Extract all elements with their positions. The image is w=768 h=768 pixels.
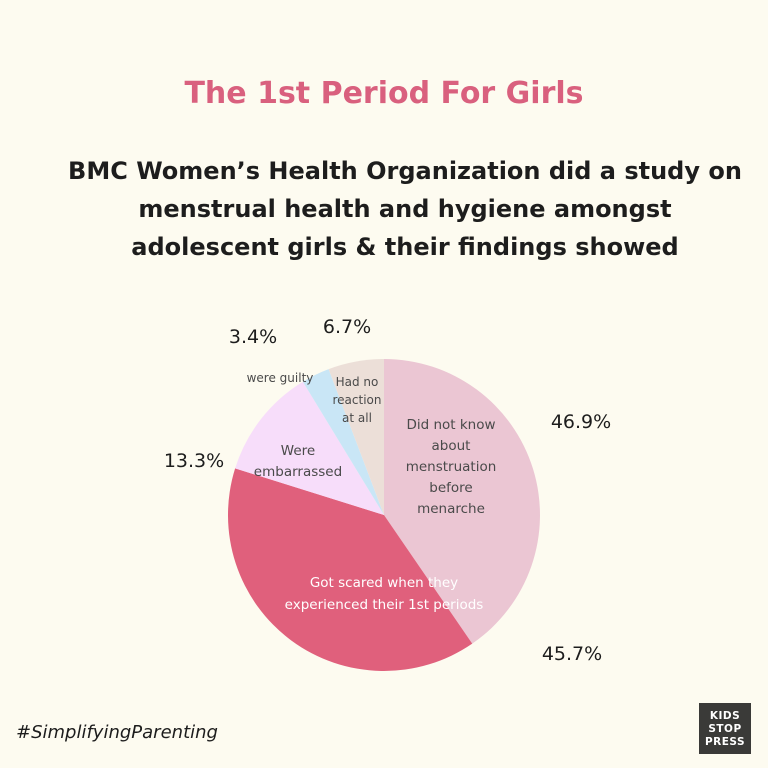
slice-label-line: Had no [336,375,379,389]
percent-label-0: 46.9% [551,411,611,433]
pie-slice-4 [328,359,384,515]
page-title: The 1st Period For Girls [184,76,584,111]
hashtag: #SimplifyingParenting [16,722,218,743]
pie-slice-2 [235,381,384,515]
slice-label-line: reaction [333,393,382,407]
pie-slice-3 [302,369,384,515]
slice-label-line: embarrassed [254,464,342,480]
subtitle: BMC Women’s Health Organization did a st… [40,152,768,266]
subtitle-line: BMC Women’s Health Organization did a st… [68,157,742,185]
slice-label-line: menstruation [406,459,497,475]
slice-label-line: Did not know [406,417,495,433]
percent-label-3: 3.4% [229,326,277,348]
slice-label-line: were guilty [247,371,314,385]
logo-line: KIDS [709,710,741,722]
slice-label-line: menarche [417,501,485,517]
slice-label-line: before [429,480,472,496]
slice-label-line: about [432,438,471,454]
slice-label-line: Got scared when they [310,575,458,591]
pie-slices [227,359,540,671]
logo-line: STOP [708,723,742,735]
percent-label-2: 13.3% [164,450,224,472]
slice-label-line: Were [281,443,315,459]
slice-label-line: at all [342,411,372,425]
subtitle-line: adolescent girls & their findings showed [131,233,679,261]
pie-slice-1 [227,468,473,671]
percent-label-4: 6.7% [323,316,371,338]
subtitle-line: menstrual health and hygiene amongst [138,195,672,223]
logo-line: PRESS [704,736,746,748]
slice-label-line: experienced their 1st periods [285,597,484,613]
brand-logo: KIDS STOP PRESS [699,703,751,754]
percent-label-1: 45.7% [542,643,602,665]
pie-slice-0 [384,359,540,644]
